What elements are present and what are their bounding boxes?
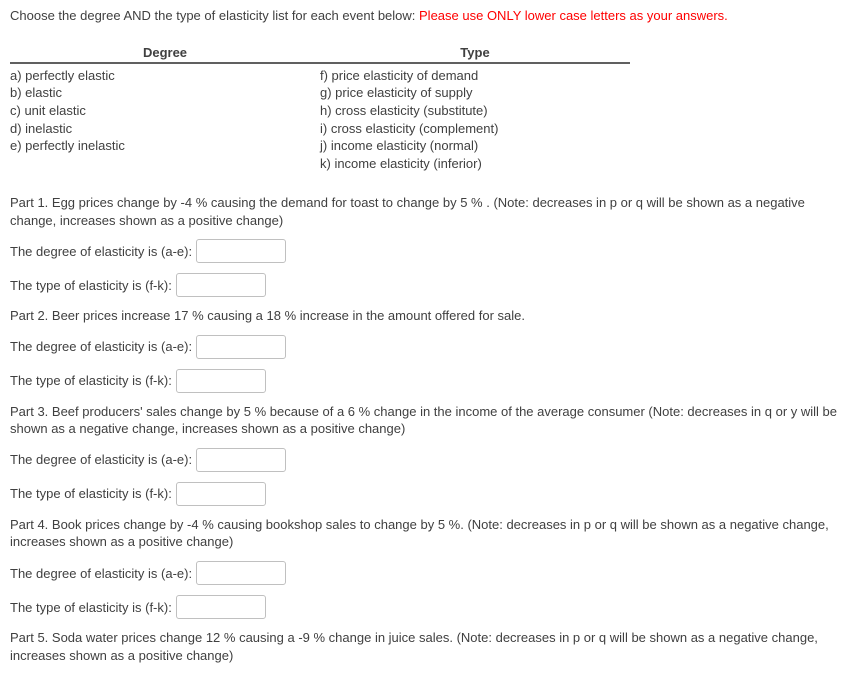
type-column: Type f) price elasticity of demand g) pr… <box>320 45 630 172</box>
type-label: The type of elasticity is (f-k): <box>10 486 172 501</box>
degree-input[interactable] <box>196 448 286 472</box>
degree-answer-row: The degree of elasticity is (a-e): <box>10 335 850 359</box>
degree-item: d) inelastic <box>10 120 320 138</box>
type-header: Type <box>320 45 630 64</box>
degree-label: The degree of elasticity is (a-e): <box>10 244 192 259</box>
part-text: Part 5. Soda water prices change 12 % ca… <box>10 629 850 664</box>
part-text: Part 4. Book prices change by -4 % causi… <box>10 516 850 551</box>
degree-item: a) perfectly elastic <box>10 67 320 85</box>
degree-answer-row: The degree of elasticity is (a-e): <box>10 561 850 585</box>
part-1: Part 1. Egg prices change by -4 % causin… <box>10 194 850 297</box>
degree-item: c) unit elastic <box>10 102 320 120</box>
instruction-lead: Choose the degree AND the type of elasti… <box>10 8 419 23</box>
type-input[interactable] <box>176 595 266 619</box>
degree-input[interactable] <box>196 561 286 585</box>
instruction-warning: Please use ONLY lower case letters as yo… <box>419 8 728 23</box>
part-2: Part 2. Beer prices increase 17 % causin… <box>10 307 850 393</box>
type-answer-row: The type of elasticity is (f-k): <box>10 482 850 506</box>
part-3: Part 3. Beef producers' sales change by … <box>10 403 850 506</box>
type-item: i) cross elasticity (complement) <box>320 120 630 138</box>
part-text: Part 2. Beer prices increase 17 % causin… <box>10 307 850 325</box>
type-input[interactable] <box>176 482 266 506</box>
degree-item: b) elastic <box>10 84 320 102</box>
part-text: Part 1. Egg prices change by -4 % causin… <box>10 194 850 229</box>
type-item: k) income elasticity (inferior) <box>320 155 630 173</box>
degree-item: e) perfectly inelastic <box>10 137 320 155</box>
type-answer-row: The type of elasticity is (f-k): <box>10 369 850 393</box>
type-label: The type of elasticity is (f-k): <box>10 278 172 293</box>
degree-answer-row: The degree of elasticity is (a-e): <box>10 448 850 472</box>
type-item: g) price elasticity of supply <box>320 84 630 102</box>
degree-label: The degree of elasticity is (a-e): <box>10 452 192 467</box>
degree-label: The degree of elasticity is (a-e): <box>10 566 192 581</box>
degree-header: Degree <box>10 45 320 64</box>
type-label: The type of elasticity is (f-k): <box>10 600 172 615</box>
degree-answer-row: The degree of elasticity is (a-e): <box>10 239 850 263</box>
type-item: j) income elasticity (normal) <box>320 137 630 155</box>
type-input[interactable] <box>176 273 266 297</box>
type-item: f) price elasticity of demand <box>320 67 630 85</box>
degree-column: Degree a) perfectly elastic b) elastic c… <box>10 45 320 172</box>
options-table: Degree a) perfectly elastic b) elastic c… <box>10 45 630 172</box>
instruction-line: Choose the degree AND the type of elasti… <box>10 8 850 25</box>
type-label: The type of elasticity is (f-k): <box>10 373 172 388</box>
part-text: Part 3. Beef producers' sales change by … <box>10 403 850 438</box>
degree-label: The degree of elasticity is (a-e): <box>10 339 192 354</box>
type-input[interactable] <box>176 369 266 393</box>
degree-input[interactable] <box>196 335 286 359</box>
degree-input[interactable] <box>196 239 286 263</box>
type-answer-row: The type of elasticity is (f-k): <box>10 595 850 619</box>
part-4: Part 4. Book prices change by -4 % causi… <box>10 516 850 619</box>
part-5: Part 5. Soda water prices change 12 % ca… <box>10 629 850 664</box>
type-answer-row: The type of elasticity is (f-k): <box>10 273 850 297</box>
type-item: h) cross elasticity (substitute) <box>320 102 630 120</box>
